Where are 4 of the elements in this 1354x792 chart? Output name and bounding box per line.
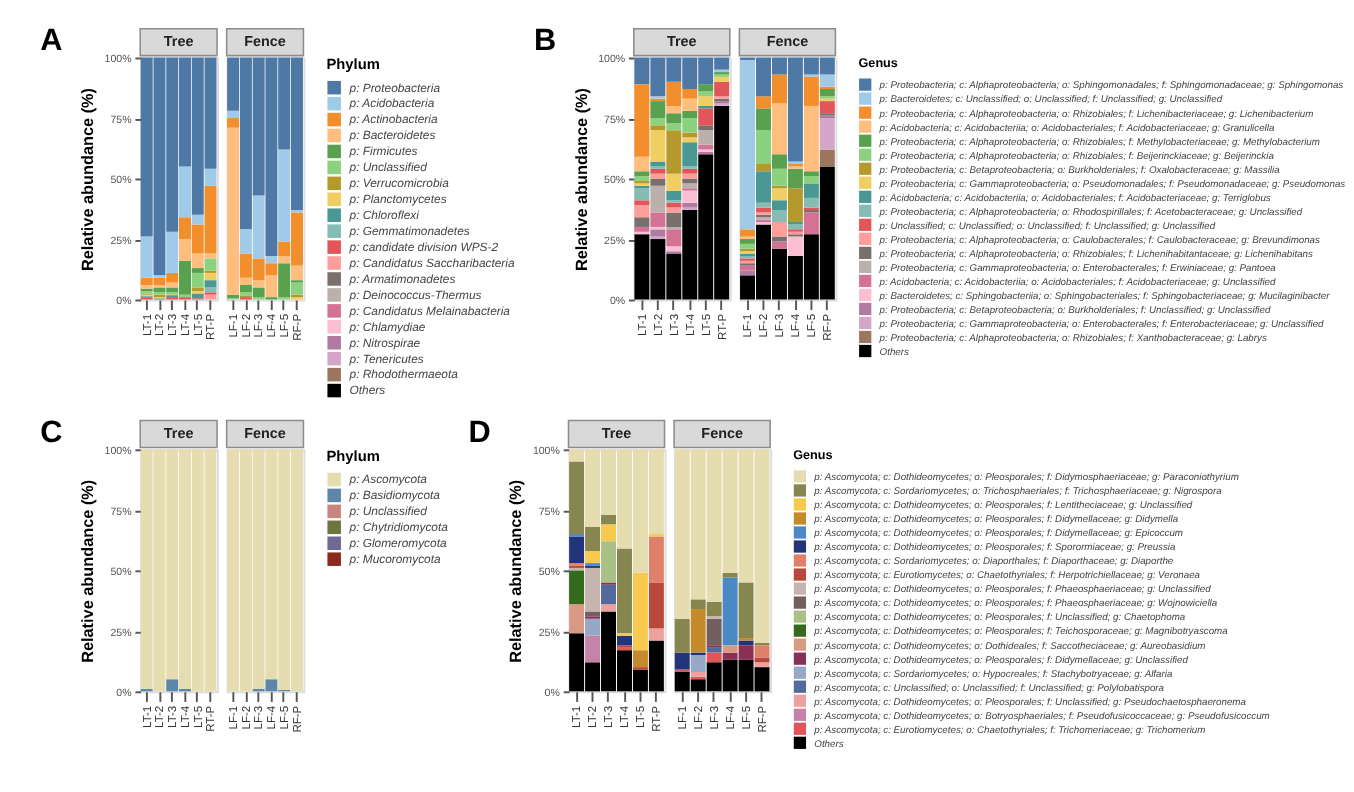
chart-title: C [40,415,63,450]
chart-title: D [468,415,491,450]
chart-title: B [533,23,557,58]
chart-title: A [40,23,63,58]
